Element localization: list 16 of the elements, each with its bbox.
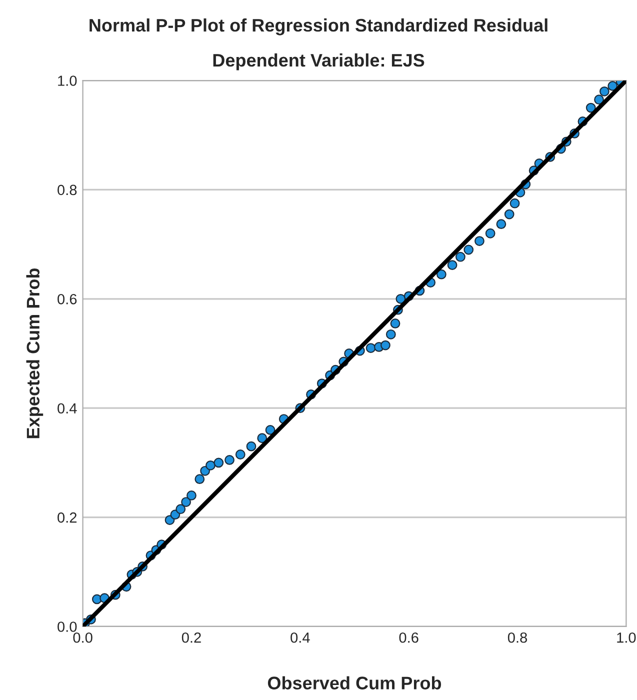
y-tick-label: 0.4 [58,403,77,414]
x-axis-title: Observed Cum Prob [268,676,442,690]
y-tick-label: 1.0 [58,76,77,86]
x-tick-label: 0.2 [182,632,201,643]
y-tick-label: 0.6 [58,294,77,304]
y-tick-label: 0.0 [58,622,77,632]
x-tick-label: 0.4 [290,632,310,643]
x-tick-label: 0.0 [73,632,92,643]
y-tick-label: 0.2 [58,512,77,523]
y-tick-label: 0.8 [58,184,77,196]
x-tick-label: 1.0 [617,632,636,643]
x-tick-label: 0.6 [399,632,418,643]
y-axis-title: Expected Cum Prob [26,268,44,438]
chart-subtitle: Dependent Variable: EJS [213,53,424,70]
x-tick-label: 0.8 [508,632,527,643]
chart-title: Normal P-P Plot of Regression Standardized Residual [90,18,548,36]
